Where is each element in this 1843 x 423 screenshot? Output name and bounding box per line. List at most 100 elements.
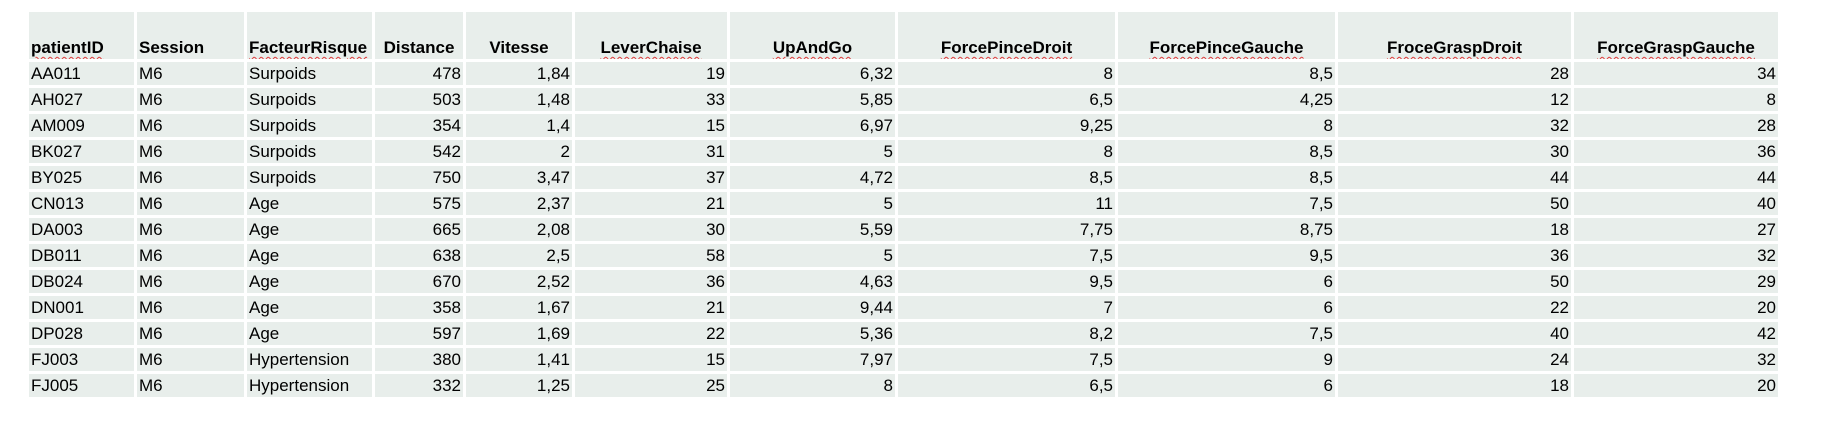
table-cell[interactable]: AM009 xyxy=(29,114,137,140)
table-cell[interactable]: 21 xyxy=(575,296,730,322)
table-cell[interactable]: 50 xyxy=(1338,270,1574,296)
table-cell[interactable]: 8,5 xyxy=(1118,166,1338,192)
table-cell[interactable]: 15 xyxy=(575,348,730,374)
table-cell[interactable]: 9,25 xyxy=(898,114,1118,140)
table-cell[interactable]: Age xyxy=(247,322,375,348)
table-cell[interactable]: M6 xyxy=(137,62,247,88)
table-cell[interactable]: 8,2 xyxy=(898,322,1118,348)
table-cell[interactable]: 5,59 xyxy=(730,218,898,244)
header-distance-cell[interactable]: Distance xyxy=(375,12,466,62)
table-cell[interactable]: Hypertension xyxy=(247,348,375,374)
table-cell[interactable]: M6 xyxy=(137,114,247,140)
table-cell[interactable]: 28 xyxy=(1338,62,1574,88)
table-cell[interactable]: 21 xyxy=(575,192,730,218)
table-cell[interactable]: 4,72 xyxy=(730,166,898,192)
table-cell[interactable]: M6 xyxy=(137,348,247,374)
table-cell[interactable]: 670 xyxy=(375,270,466,296)
table-cell[interactable]: DP028 xyxy=(29,322,137,348)
table-cell[interactable]: 15 xyxy=(575,114,730,140)
table-cell[interactable]: 37 xyxy=(575,166,730,192)
table-cell[interactable]: 5 xyxy=(730,140,898,166)
table-cell[interactable]: 542 xyxy=(375,140,466,166)
table-cell[interactable]: 6 xyxy=(1118,374,1338,400)
table-cell[interactable]: 5,36 xyxy=(730,322,898,348)
table-cell[interactable]: Surpoids xyxy=(247,62,375,88)
table-cell[interactable]: 6,32 xyxy=(730,62,898,88)
table-cell[interactable]: Age xyxy=(247,244,375,270)
header-patientid-cell[interactable]: patientID xyxy=(29,12,137,62)
table-cell[interactable]: 1,4 xyxy=(466,114,575,140)
table-cell[interactable]: 8,75 xyxy=(1118,218,1338,244)
table-cell[interactable]: 597 xyxy=(375,322,466,348)
table-cell[interactable]: 9,5 xyxy=(898,270,1118,296)
table-cell[interactable]: 8 xyxy=(898,140,1118,166)
table-cell[interactable]: 36 xyxy=(1338,244,1574,270)
table-cell[interactable]: 8 xyxy=(898,62,1118,88)
table-cell[interactable]: 20 xyxy=(1574,296,1781,322)
table-cell[interactable]: 1,69 xyxy=(466,322,575,348)
table-cell[interactable]: 31 xyxy=(575,140,730,166)
table-cell[interactable]: 380 xyxy=(375,348,466,374)
table-cell[interactable]: 1,48 xyxy=(466,88,575,114)
table-cell[interactable]: 8,5 xyxy=(898,166,1118,192)
table-cell[interactable]: 28 xyxy=(1574,114,1781,140)
table-cell[interactable]: 478 xyxy=(375,62,466,88)
table-cell[interactable]: 12 xyxy=(1338,88,1574,114)
table-cell[interactable]: 9,44 xyxy=(730,296,898,322)
table-cell[interactable]: Surpoids xyxy=(247,166,375,192)
table-cell[interactable]: 6 xyxy=(1118,270,1338,296)
table-cell[interactable]: 11 xyxy=(898,192,1118,218)
table-cell[interactable]: M6 xyxy=(137,244,247,270)
table-cell[interactable]: 8,5 xyxy=(1118,140,1338,166)
table-cell[interactable]: 30 xyxy=(575,218,730,244)
table-cell[interactable]: Hypertension xyxy=(247,374,375,400)
table-cell[interactable]: DN001 xyxy=(29,296,137,322)
table-cell[interactable]: FJ005 xyxy=(29,374,137,400)
header-forcepincegauche-cell[interactable]: ForcePinceGauche xyxy=(1118,12,1338,62)
table-cell[interactable]: AA011 xyxy=(29,62,137,88)
table-cell[interactable]: 32 xyxy=(1338,114,1574,140)
table-cell[interactable]: 6,97 xyxy=(730,114,898,140)
table-cell[interactable]: 332 xyxy=(375,374,466,400)
table-cell[interactable]: 750 xyxy=(375,166,466,192)
table-cell[interactable]: 44 xyxy=(1338,166,1574,192)
table-cell[interactable]: 36 xyxy=(1574,140,1781,166)
table-cell[interactable]: Surpoids xyxy=(247,114,375,140)
table-cell[interactable]: 575 xyxy=(375,192,466,218)
table-cell[interactable]: 33 xyxy=(575,88,730,114)
table-cell[interactable]: 32 xyxy=(1574,244,1781,270)
table-cell[interactable]: 638 xyxy=(375,244,466,270)
table-cell[interactable]: 2,37 xyxy=(466,192,575,218)
table-cell[interactable]: 44 xyxy=(1574,166,1781,192)
table-cell[interactable]: 50 xyxy=(1338,192,1574,218)
header-frocegraspdroit-cell[interactable]: FroceGraspDroit xyxy=(1338,12,1574,62)
table-cell[interactable]: 22 xyxy=(1338,296,1574,322)
table-cell[interactable]: 7,5 xyxy=(1118,322,1338,348)
table-cell[interactable]: 7,75 xyxy=(898,218,1118,244)
table-cell[interactable]: 40 xyxy=(1338,322,1574,348)
table-cell[interactable]: M6 xyxy=(137,270,247,296)
table-cell[interactable]: 2 xyxy=(466,140,575,166)
table-cell[interactable]: 1,67 xyxy=(466,296,575,322)
table-cell[interactable]: 3,47 xyxy=(466,166,575,192)
table-cell[interactable]: 9 xyxy=(1118,348,1338,374)
table-cell[interactable]: Surpoids xyxy=(247,140,375,166)
table-cell[interactable]: 34 xyxy=(1574,62,1781,88)
table-cell[interactable]: DA003 xyxy=(29,218,137,244)
table-cell[interactable]: 1,41 xyxy=(466,348,575,374)
table-cell[interactable]: M6 xyxy=(137,296,247,322)
table-cell[interactable]: BY025 xyxy=(29,166,137,192)
table-cell[interactable]: 25 xyxy=(575,374,730,400)
table-cell[interactable]: 42 xyxy=(1574,322,1781,348)
table-cell[interactable]: Age xyxy=(247,296,375,322)
table-cell[interactable]: 8 xyxy=(1574,88,1781,114)
table-cell[interactable]: 32 xyxy=(1574,348,1781,374)
table-cell[interactable]: 4,25 xyxy=(1118,88,1338,114)
table-cell[interactable]: 2,52 xyxy=(466,270,575,296)
table-cell[interactable]: 24 xyxy=(1338,348,1574,374)
table-cell[interactable]: 503 xyxy=(375,88,466,114)
table-cell[interactable]: 665 xyxy=(375,218,466,244)
header-vitesse-cell[interactable]: Vitesse xyxy=(466,12,575,62)
table-cell[interactable]: 7,5 xyxy=(898,348,1118,374)
table-cell[interactable]: 19 xyxy=(575,62,730,88)
